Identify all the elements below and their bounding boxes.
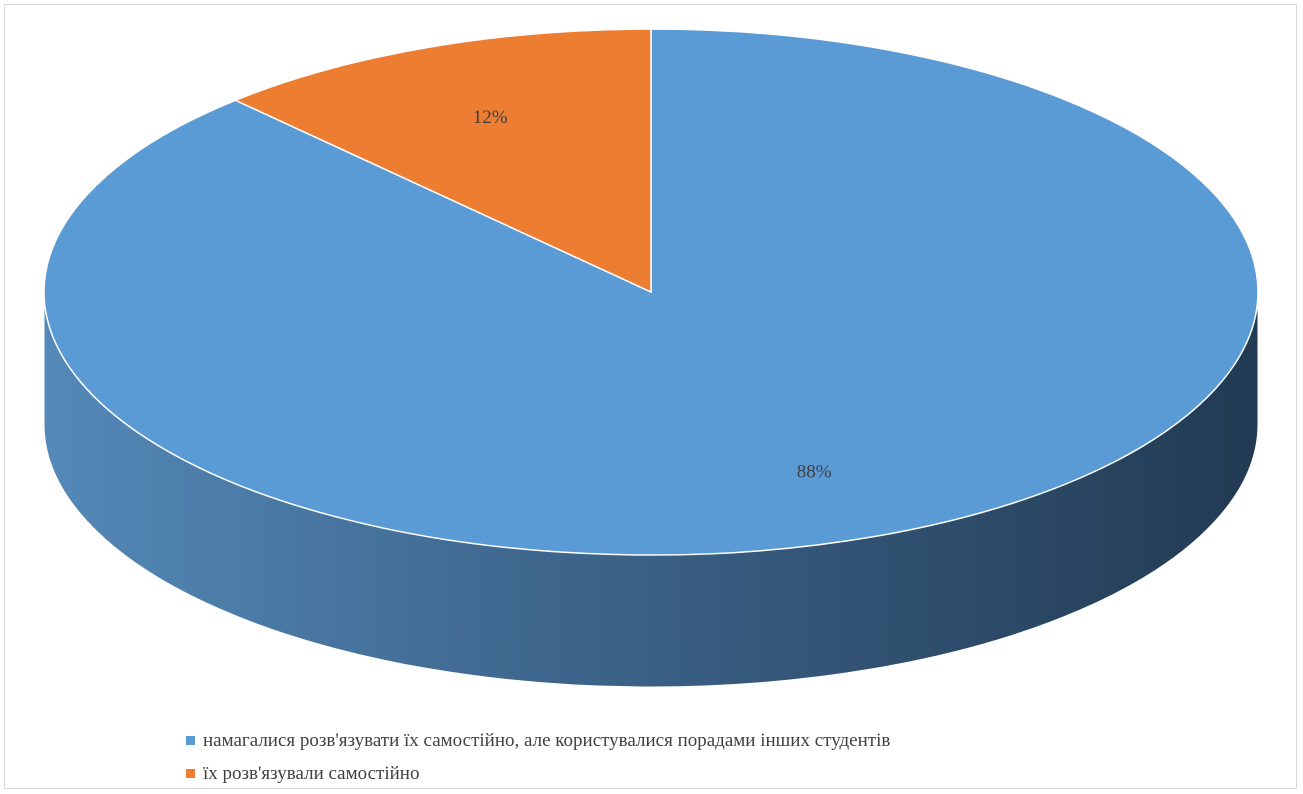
- legend-item-0: намагалися розв'язувати їх самостійно, а…: [186, 724, 890, 757]
- pie-slice-1: [233, 28, 652, 294]
- data-label-0: 88%: [797, 462, 832, 483]
- legend-swatch-1: [186, 769, 195, 778]
- legend-item-1: їх розв'язували самостійно: [186, 757, 890, 790]
- legend-label-0: намагалися розв'язувати їх самостійно, а…: [203, 729, 891, 751]
- legend-swatch-0: [186, 736, 195, 745]
- legend-label-1: їх розв'язували самостійно: [203, 762, 420, 784]
- data-label-1: 12%: [473, 107, 508, 128]
- legend: намагалися розв'язувати їх самостійно, а…: [186, 724, 890, 790]
